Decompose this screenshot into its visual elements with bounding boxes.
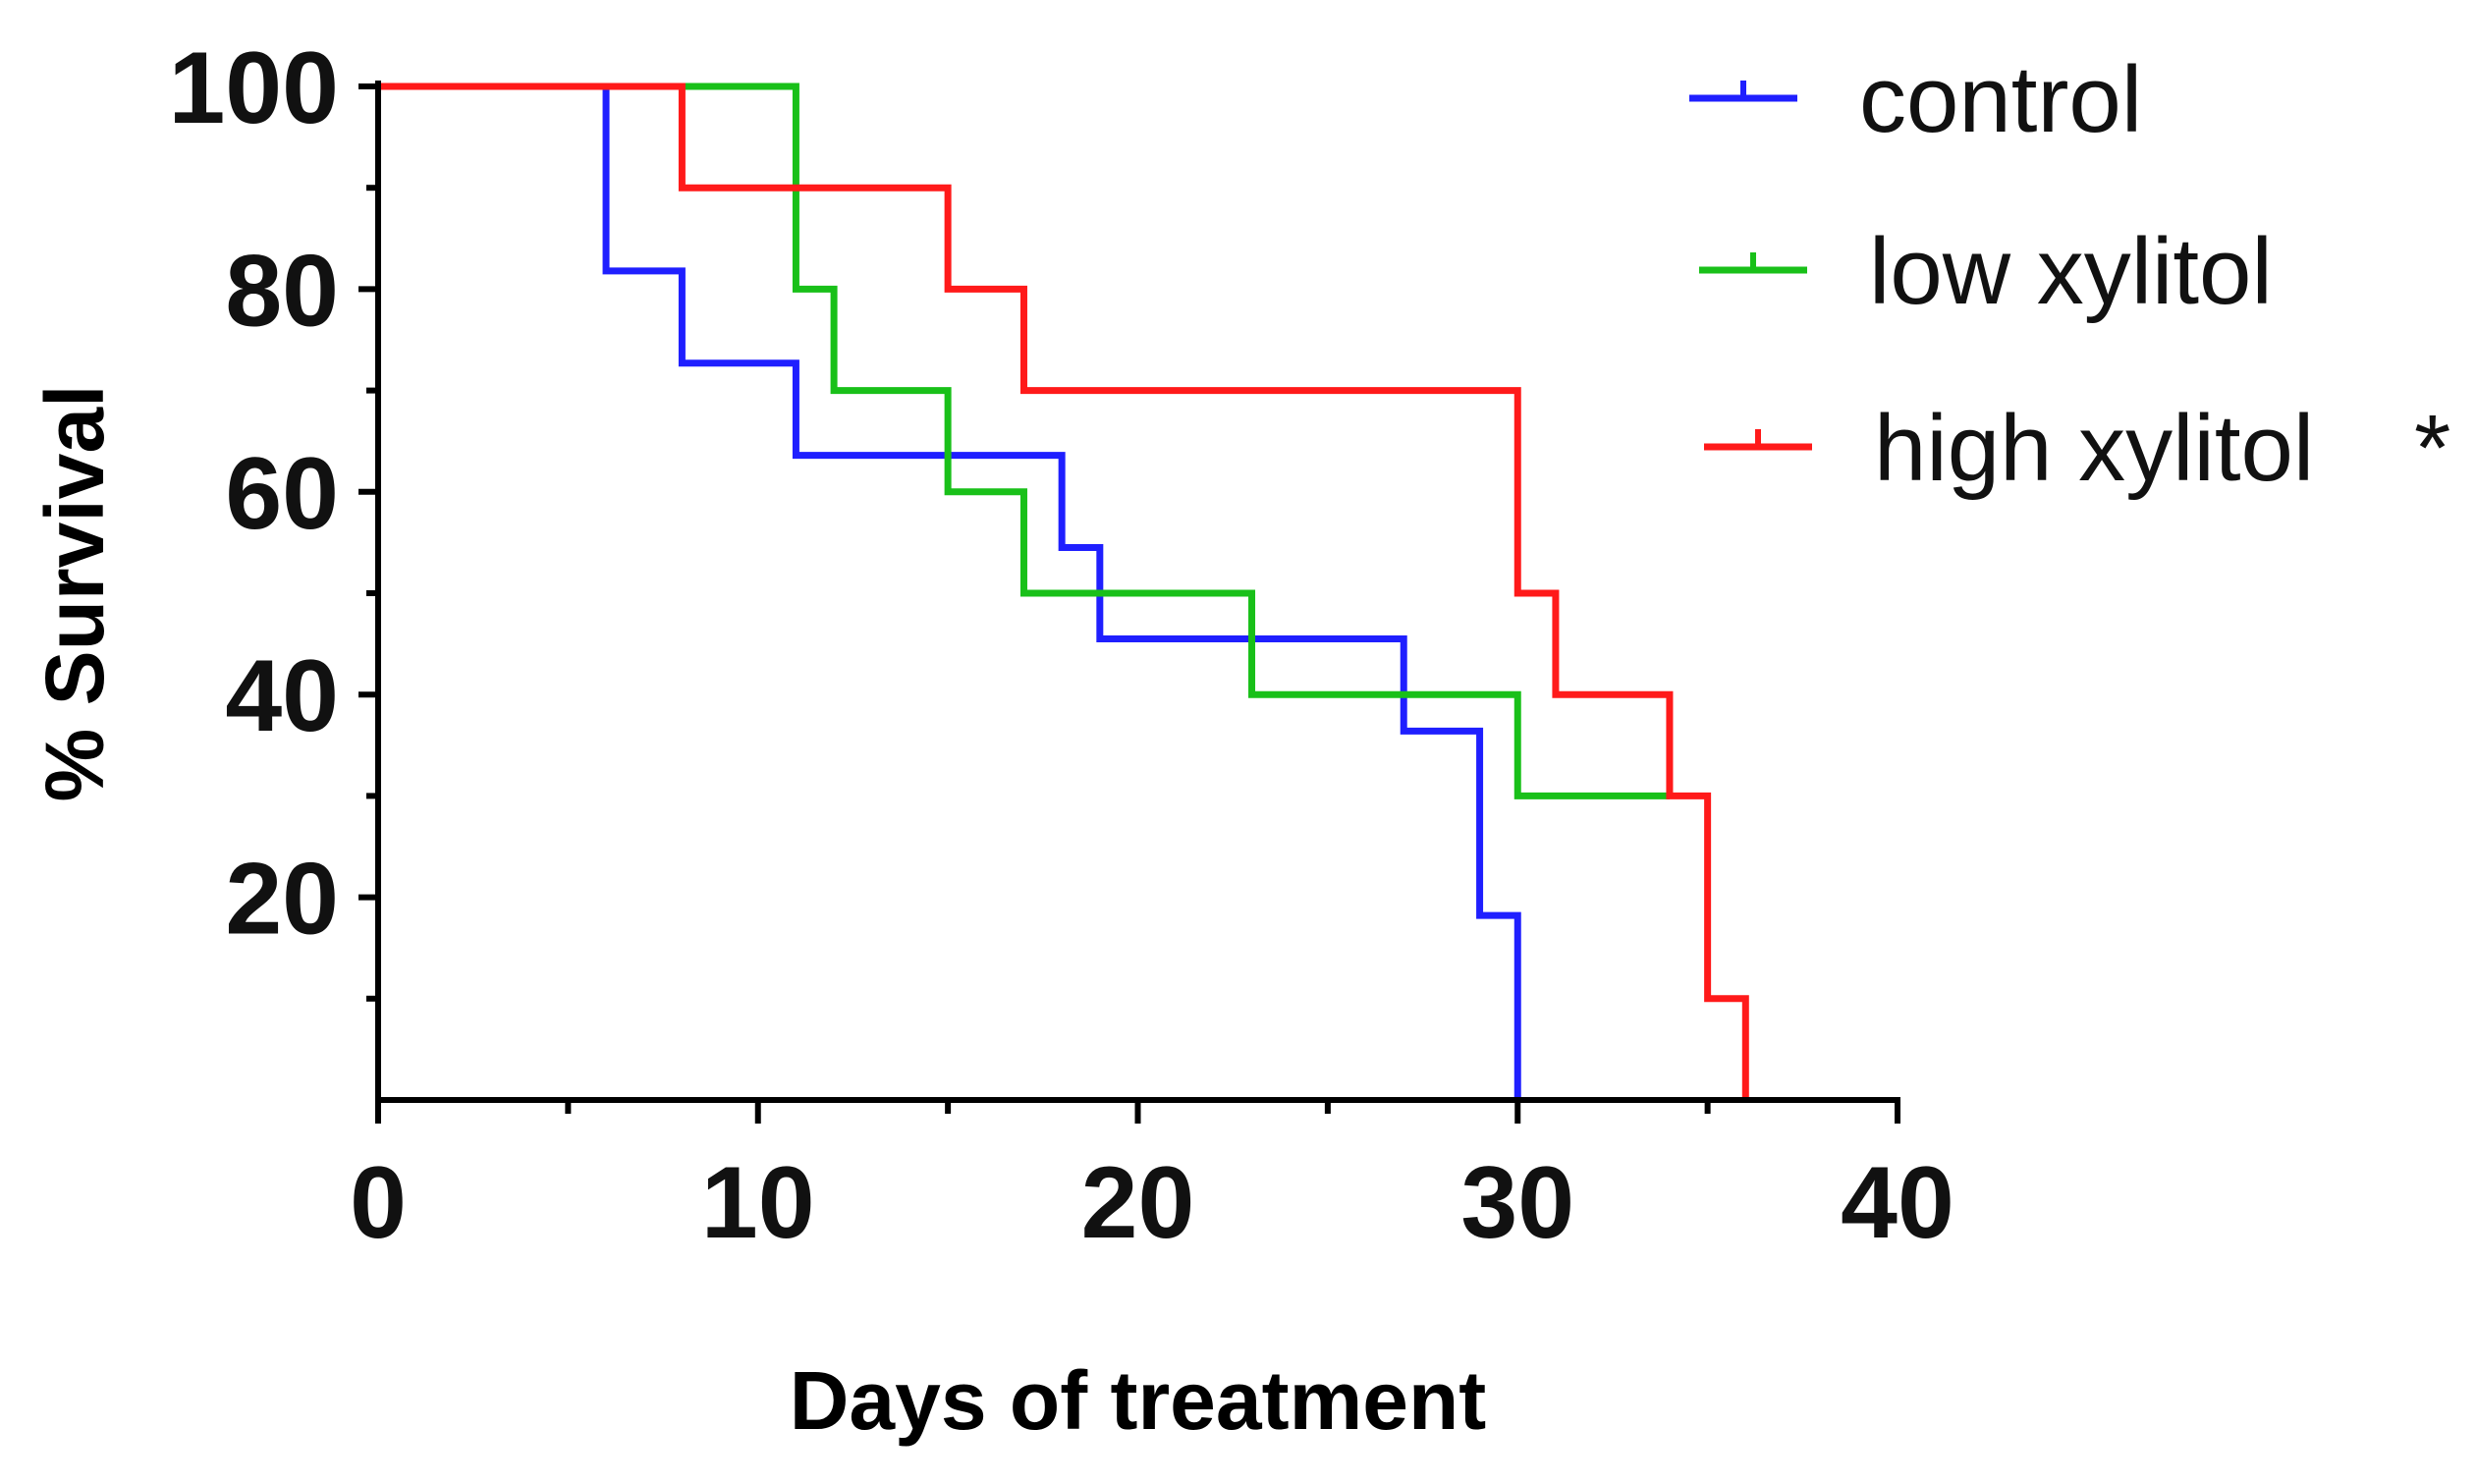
x-tick-label: 20: [1081, 1146, 1195, 1260]
y-tick-label: 40: [225, 639, 339, 753]
x-tick-label: 10: [701, 1146, 815, 1260]
series-line-control: [378, 82, 1521, 1100]
x-axis-title: Days of treatment: [790, 1354, 1487, 1447]
x-tick-label: 30: [1460, 1146, 1574, 1260]
y-tick-label: 60: [225, 437, 339, 551]
legend-significance-mark: *: [2414, 396, 2450, 501]
legend: control low xylitol high xylitol *: [1689, 47, 2450, 501]
legend-label: control: [1859, 47, 2142, 152]
legend-label: high xylitol: [1874, 396, 2314, 501]
series-layer: [378, 82, 1749, 1100]
legend-label: low xylitol: [1869, 219, 2273, 324]
x-tick-label: 40: [1841, 1146, 1954, 1260]
y-tick-label: 80: [225, 234, 339, 348]
legend-item-high-xylitol: high xylitol *: [1704, 396, 2450, 501]
y-tick-label: 20: [225, 843, 339, 957]
legend-item-low-xylitol: low xylitol: [1699, 219, 2273, 324]
axes-layer: 20 40 60 80 100 0 10 20 30 40: [168, 31, 1953, 1260]
y-axis-title: % Survival: [28, 385, 121, 802]
x-tick-label: 0: [350, 1146, 407, 1260]
legend-item-control: control: [1689, 47, 2142, 152]
series-line-low-xylitol: [378, 82, 1670, 799]
y-tick-label: 100: [168, 31, 339, 145]
series-line-high-xylitol: [378, 82, 1749, 1100]
